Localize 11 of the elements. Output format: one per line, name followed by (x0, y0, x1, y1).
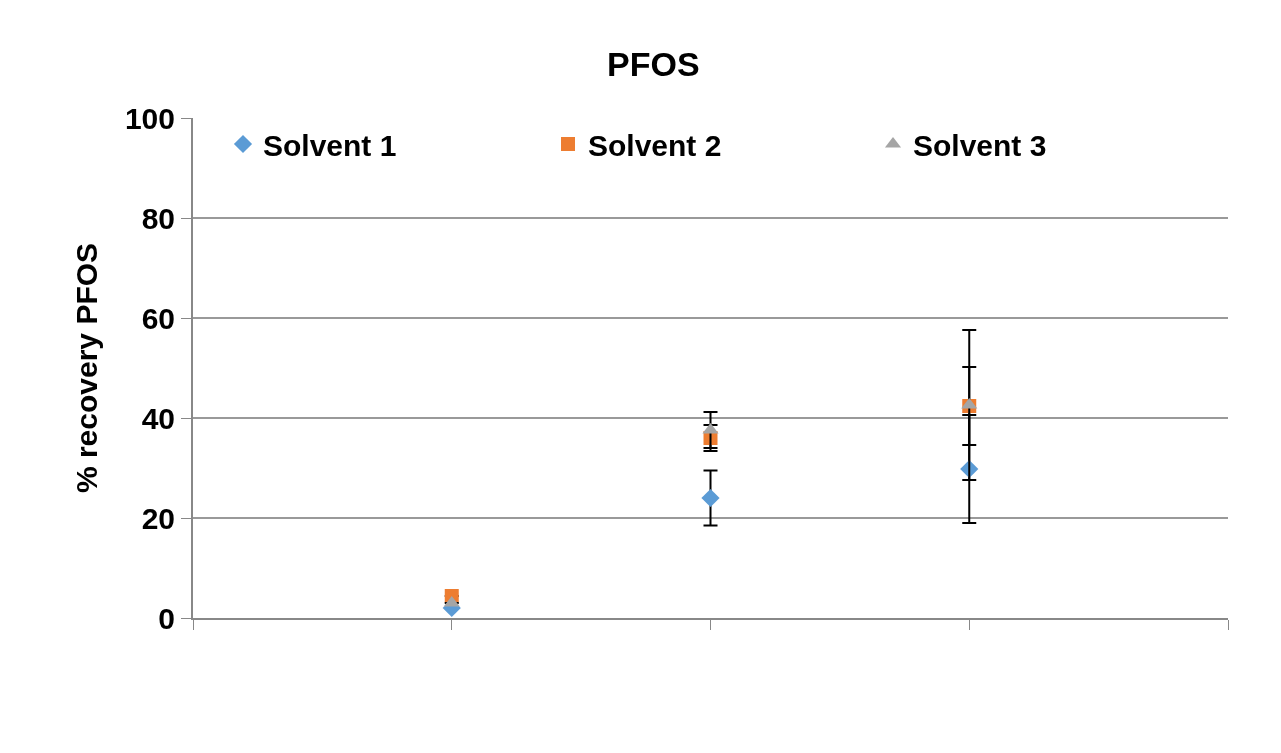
y-tick-label: 100 (124, 101, 175, 135)
y-tick-label: 60 (141, 301, 175, 335)
y-tick-label: 40 (141, 401, 175, 435)
legend-label: Solvent 3 (913, 128, 1047, 162)
legend-label: Solvent 1 (263, 128, 397, 162)
y-tick-label: 80 (141, 201, 175, 235)
legend-label: Solvent 2 (588, 128, 722, 162)
y-tick-label: 20 (141, 501, 175, 535)
y-axis-title: % recovery PFOS (70, 242, 104, 494)
y-tick-label: 0 (158, 601, 175, 635)
chart-title: PFOS (607, 44, 700, 83)
